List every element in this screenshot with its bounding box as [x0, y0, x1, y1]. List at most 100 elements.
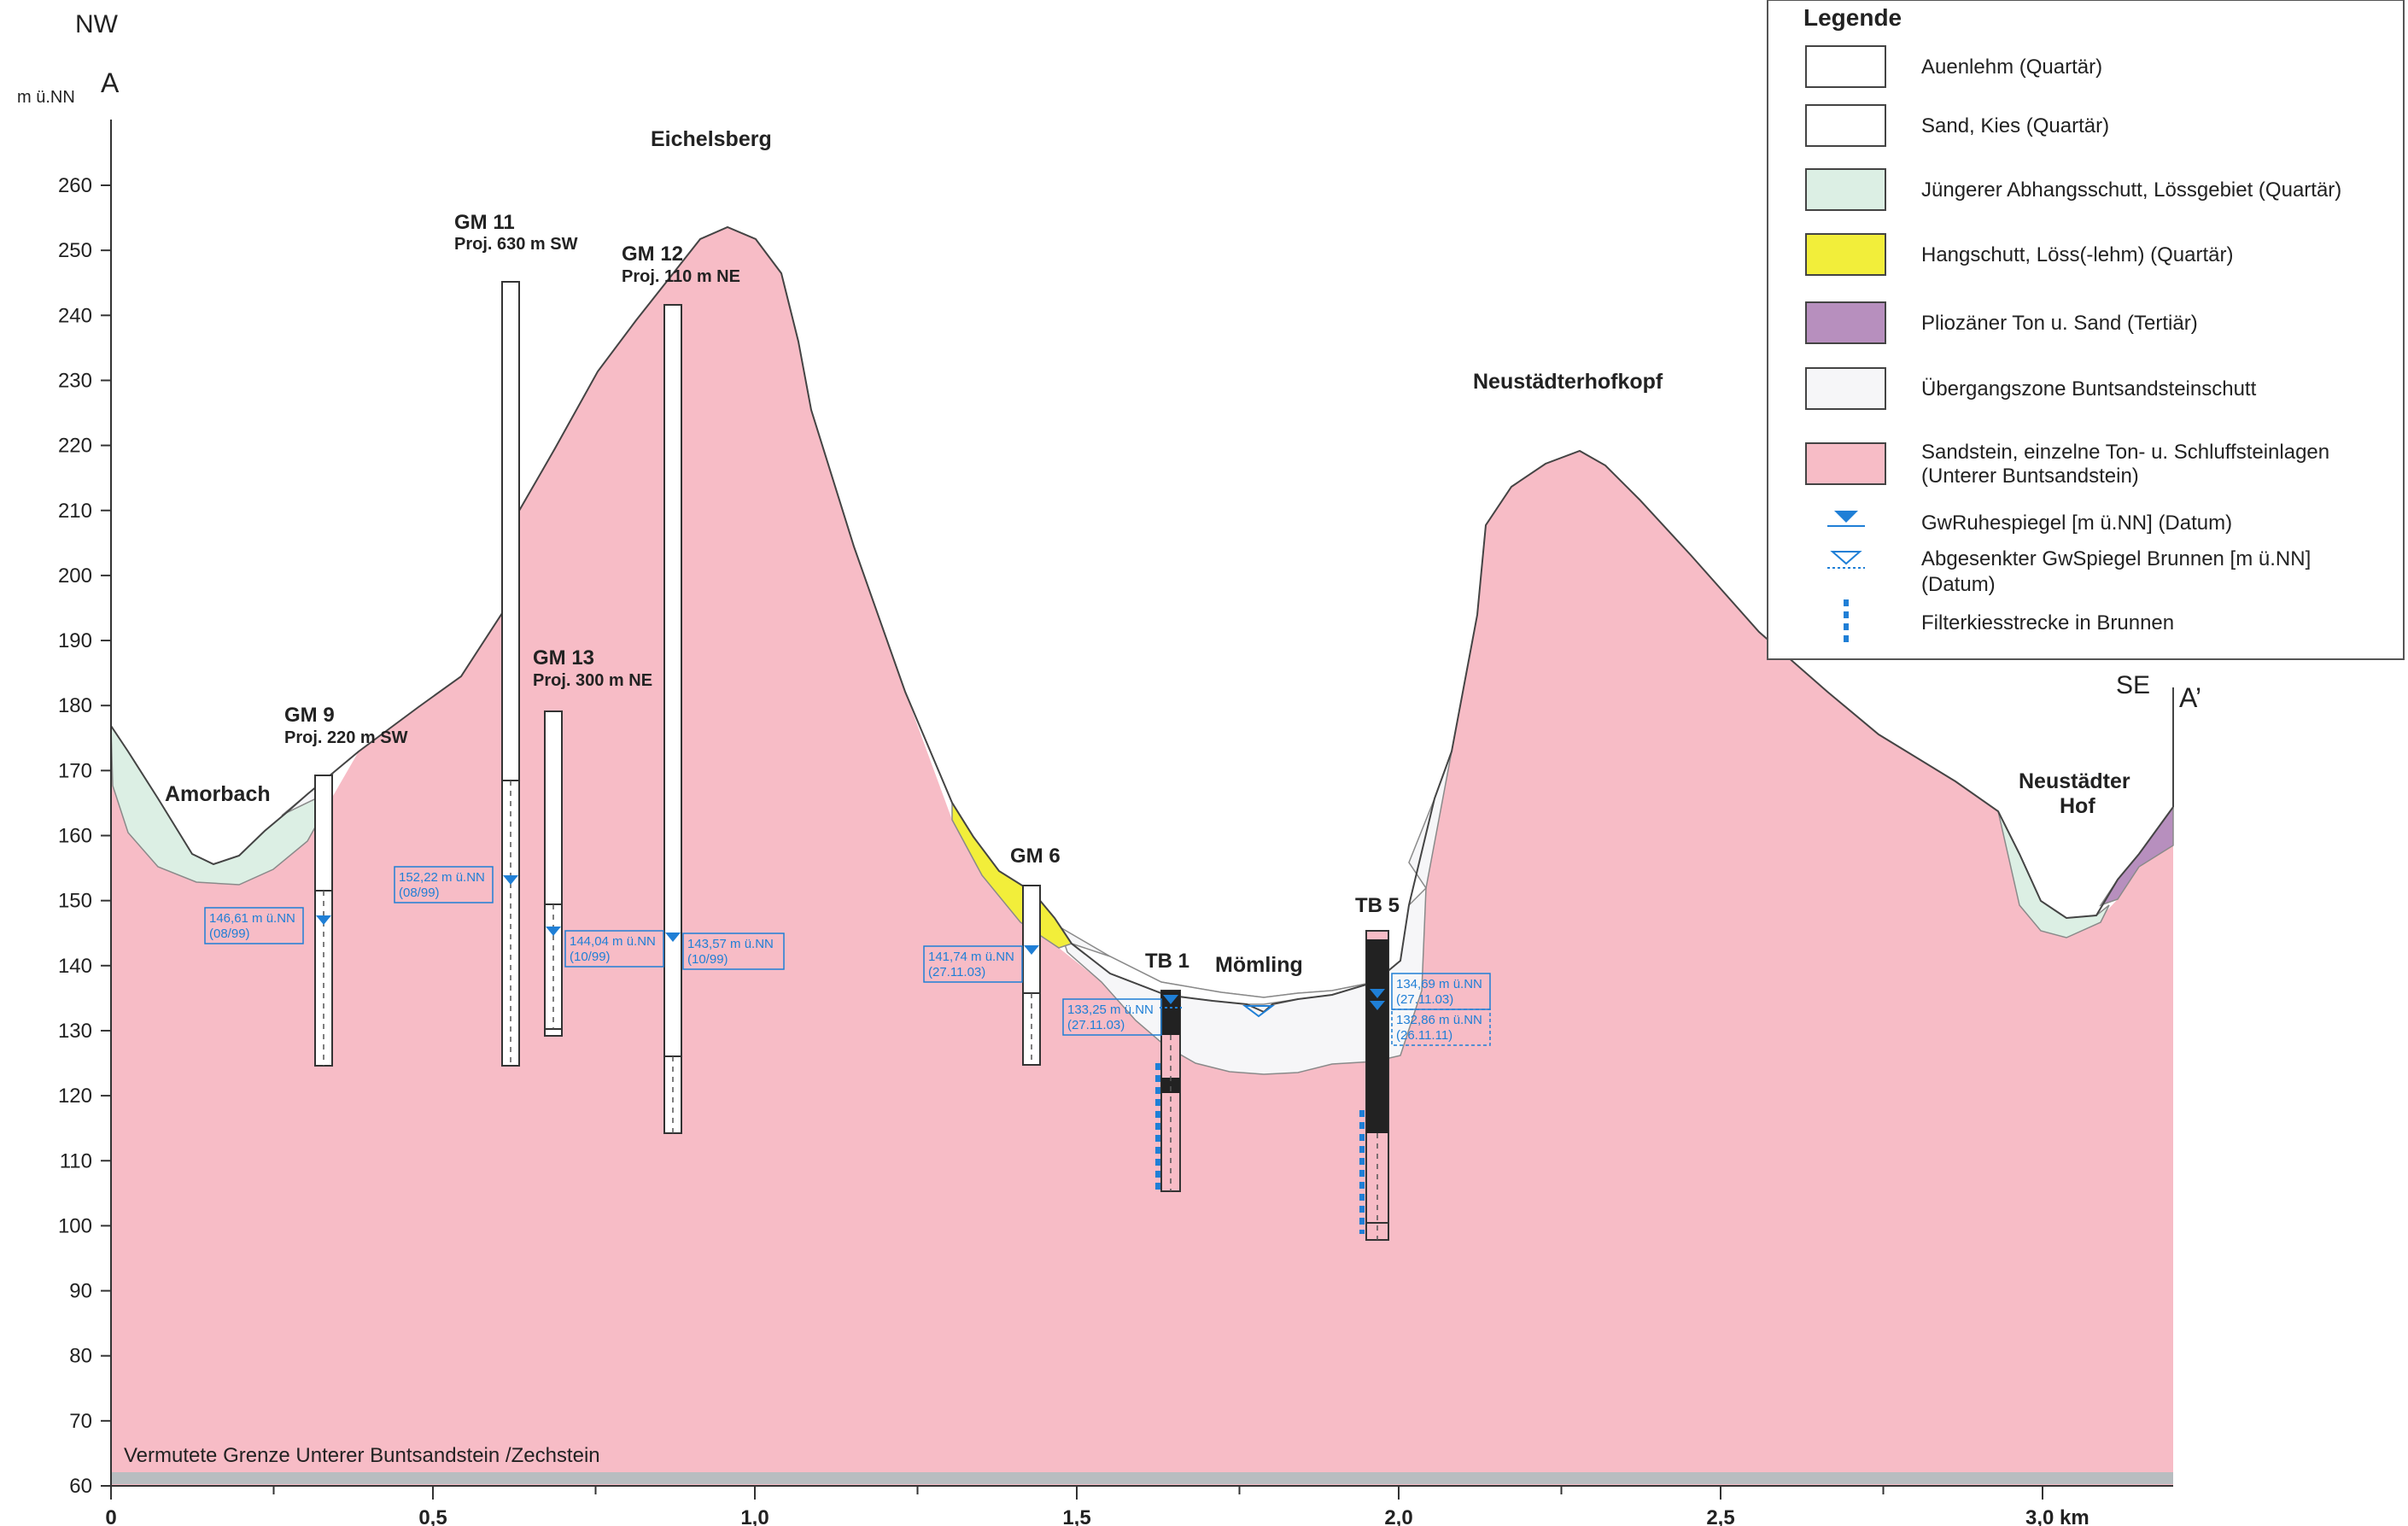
y-tick-label: 160	[58, 825, 92, 848]
place-amorbach: Amorbach	[165, 782, 271, 806]
y-tick-label: 230	[58, 369, 92, 392]
profile-start-label: A	[101, 67, 120, 98]
water-label-gm6-date: (27.11.03)	[928, 965, 985, 979]
borehole-tb1: TB 1	[1145, 950, 1189, 1192]
place-eichelsberg: Eichelsberg	[651, 127, 772, 151]
legend-swatch	[1805, 233, 1886, 276]
water-label-box-gm9	[204, 907, 304, 944]
borehole-gm11: GM 11 Proj. 630 m SW	[454, 211, 578, 1067]
water-label-gm11-date: (08/99)	[399, 886, 440, 900]
legend-label: Auenlehm (Quartär)	[1921, 56, 2102, 79]
water-label-gm12-date: (10/99)	[687, 952, 728, 967]
water-label-tb5-2-value: 132,86 m ü.NN	[1396, 1013, 1482, 1027]
legend-water-level-icon	[1834, 511, 1858, 523]
y-tick-label: 210	[58, 500, 92, 523]
y-axis: 60 70 80 90 100 110 120 130 140 150 160 170 180 190 20…	[58, 120, 112, 1498]
water-label-box-gm13	[564, 930, 664, 968]
water-label-box-gm12	[682, 933, 785, 970]
geology-layers	[110, 227, 2174, 1486]
place-neustaedter-hof-line1: Neustädter	[2019, 769, 2130, 793]
x-tick-label: 0	[105, 1506, 116, 1526]
legend-label: Pliozäner Ton u. Sand (Tertiär)	[1921, 312, 2198, 335]
water-marker-moemling	[1242, 1005, 1275, 1018]
borehole-gm13-name: GM 13	[533, 646, 594, 669]
x-axis: 0 0,5 1,0 1,5 2,0 2,5 3,0 km	[105, 1485, 2173, 1526]
y-tick-label: 150	[58, 890, 92, 913]
legend-symbol-label: Filterkiesstrecke in Brunnen	[1921, 611, 2174, 634]
y-tick-label: 90	[69, 1280, 92, 1303]
water-label-box-gm6	[923, 945, 1023, 983]
x-tick-label: 2,0	[1384, 1506, 1412, 1526]
borehole-gm6-name: GM 6	[1010, 845, 1061, 868]
borehole-tb1-name: TB 1	[1145, 950, 1189, 973]
y-tick-label: 70	[69, 1410, 92, 1433]
legend-label-line2: (Unterer Buntsandstein)	[1921, 465, 2139, 488]
y-tick-label: 60	[69, 1475, 92, 1498]
legend-swatch	[1805, 442, 1886, 485]
y-tick-label: 110	[60, 1149, 92, 1172]
water-marker-tb5-2	[1370, 1001, 1385, 1010]
borehole-gm12: GM 12 Proj. 110 m NE	[622, 243, 740, 1134]
y-axis-unit: m ü.NN	[17, 88, 75, 107]
borehole-gm9-name: GM 9	[284, 704, 335, 727]
legend-label: Hangschutt, Löss(-lehm) (Quartär)	[1921, 243, 2233, 266]
borehole-gm6: GM 6	[1010, 845, 1061, 1066]
water-label-gm9-date: (08/99)	[209, 927, 250, 941]
x-tick-label: 1,5	[1062, 1506, 1090, 1526]
water-label-gm9-value: 146,61 m ü.NN	[209, 911, 295, 926]
boundary-zechstein	[111, 1472, 2173, 1484]
water-label-tb5-1-date: (27.11.03)	[1396, 992, 1453, 1007]
legend: Legende Auenlehm (Quartär) Sand, Kies (Qu…	[1767, 0, 2405, 660]
water-label-tb1-value: 133,25 m ü.NN	[1067, 1003, 1154, 1017]
water-label-box-gm11	[394, 866, 494, 903]
water-label-gm13-date: (10/99)	[570, 950, 611, 964]
water-marker-gm13	[546, 927, 561, 936]
x-tick-label: 3,0 km	[2025, 1506, 2089, 1526]
y-tick-label: 240	[58, 304, 92, 327]
water-marker-tb5-1	[1370, 989, 1385, 998]
water-label-gm6-value: 141,74 m ü.NN	[928, 950, 1014, 964]
water-levels: 146,61 m ü.NN (08/99) 152,22 m ü.NN (08/…	[204, 866, 1491, 1046]
x-tick-label: 0,5	[418, 1506, 447, 1526]
borehole-gm12-name: GM 12	[622, 243, 683, 266]
water-label-gm13-value: 144,04 m ü.NN	[570, 934, 656, 949]
y-tick-label: 250	[58, 239, 92, 262]
legend-label: Jüngerer Abhangsschutt, Lössgebiet (Quar…	[1921, 178, 2341, 202]
x-tick-label: 2,5	[1706, 1506, 1734, 1526]
borehole-gm13: GM 13 Proj. 300 m NE	[533, 646, 652, 1037]
borehole-gm13-proj: Proj. 300 m NE	[533, 671, 652, 690]
direction-se: SE	[2116, 671, 2150, 699]
direction-nw: NW	[75, 10, 119, 38]
water-label-tb5-1-value: 134,69 m ü.NN	[1396, 977, 1482, 991]
borehole-gm12-proj: Proj. 110 m NE	[622, 267, 740, 286]
layer-sandstone	[111, 227, 2173, 1486]
water-marker-gm6	[1024, 945, 1039, 955]
borehole-gm11-proj: Proj. 630 m SW	[454, 235, 578, 254]
borehole-tb5: TB 5	[1355, 894, 1400, 1241]
water-marker-tb1	[1163, 995, 1178, 1004]
y-tick-label: 200	[58, 564, 92, 588]
y-tick-label: 130	[58, 1020, 92, 1043]
legend-swatch	[1805, 367, 1886, 410]
y-tick-label: 190	[58, 629, 92, 652]
water-label-box-tb1	[1062, 998, 1162, 1036]
y-tick-label: 220	[58, 435, 92, 458]
legend-symbol-label: Abgesenkter GwSpiegel Brunnen [m ü.NN]	[1921, 547, 2311, 570]
water-marker-gm11	[503, 875, 518, 885]
water-label-gm11-value: 152,22 m ü.NN	[399, 870, 485, 885]
water-marker-gm9	[316, 915, 331, 925]
place-neustaedter-hof-line2: Hof	[2060, 794, 2095, 818]
water-label-box-tb5-2	[1391, 1009, 1491, 1046]
y-tick-label: 260	[58, 174, 92, 197]
y-tick-label: 140	[58, 955, 92, 978]
legend-swatch	[1805, 45, 1886, 88]
legend-symbol-label: GwRuhespiegel [m ü.NN] (Datum)	[1921, 512, 2232, 535]
borehole-tb5-name: TB 5	[1355, 894, 1400, 917]
legend-symbol-label-line2: (Datum)	[1921, 573, 1996, 596]
legend-swatch	[1805, 301, 1886, 344]
y-tick-label: 180	[58, 694, 92, 717]
borehole-gm9-proj: Proj. 220 m SW	[284, 728, 408, 747]
y-tick-label: 80	[69, 1345, 92, 1368]
